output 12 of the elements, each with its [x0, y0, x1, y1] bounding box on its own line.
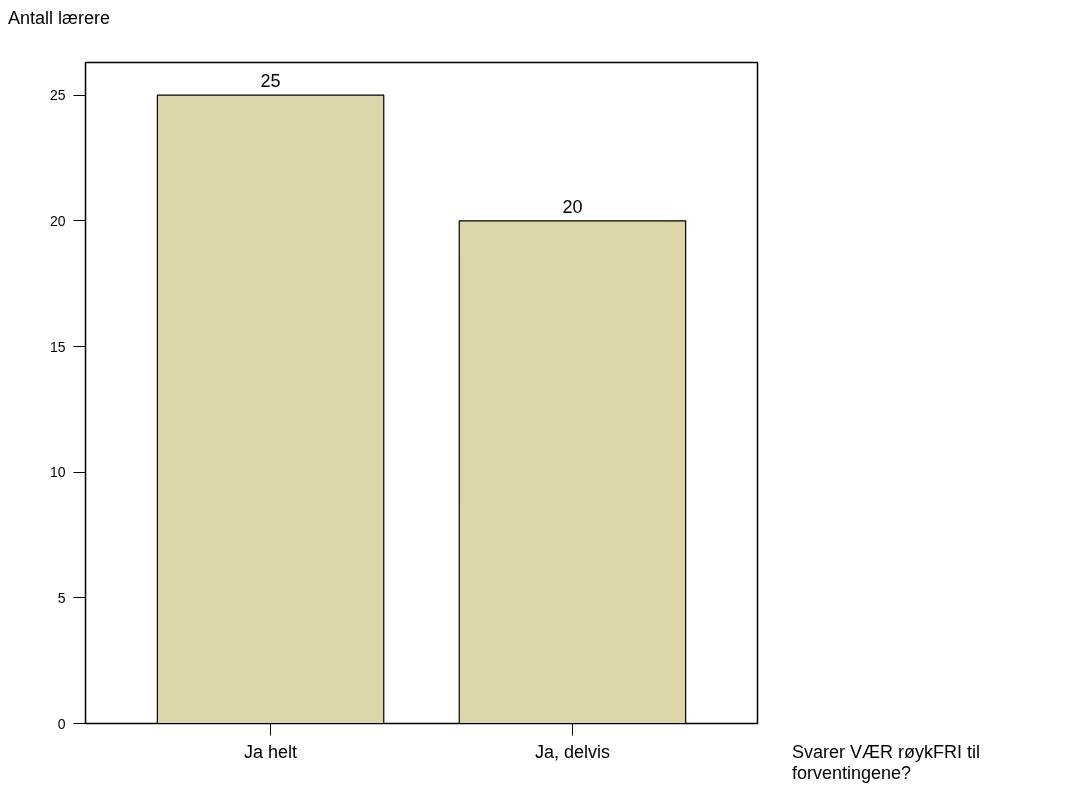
y-tick-label: 0 [57, 715, 66, 732]
y-tick-label: 25 [49, 87, 66, 104]
y-tick-label: 5 [57, 589, 66, 606]
x-tick-label: Ja, delvis [534, 741, 610, 762]
y-tick-label: 20 [49, 212, 66, 229]
y-tick-label: 10 [49, 464, 66, 481]
x-axis-title: Svarer VÆR røykFRI til forventingene? [792, 742, 981, 784]
data-label: 20 [562, 196, 583, 217]
y-axis-title: Antall lærere [8, 8, 111, 29]
x-tick-label: Ja helt [244, 741, 298, 762]
y-tick-label: 15 [49, 338, 66, 355]
data-label: 25 [260, 71, 281, 92]
